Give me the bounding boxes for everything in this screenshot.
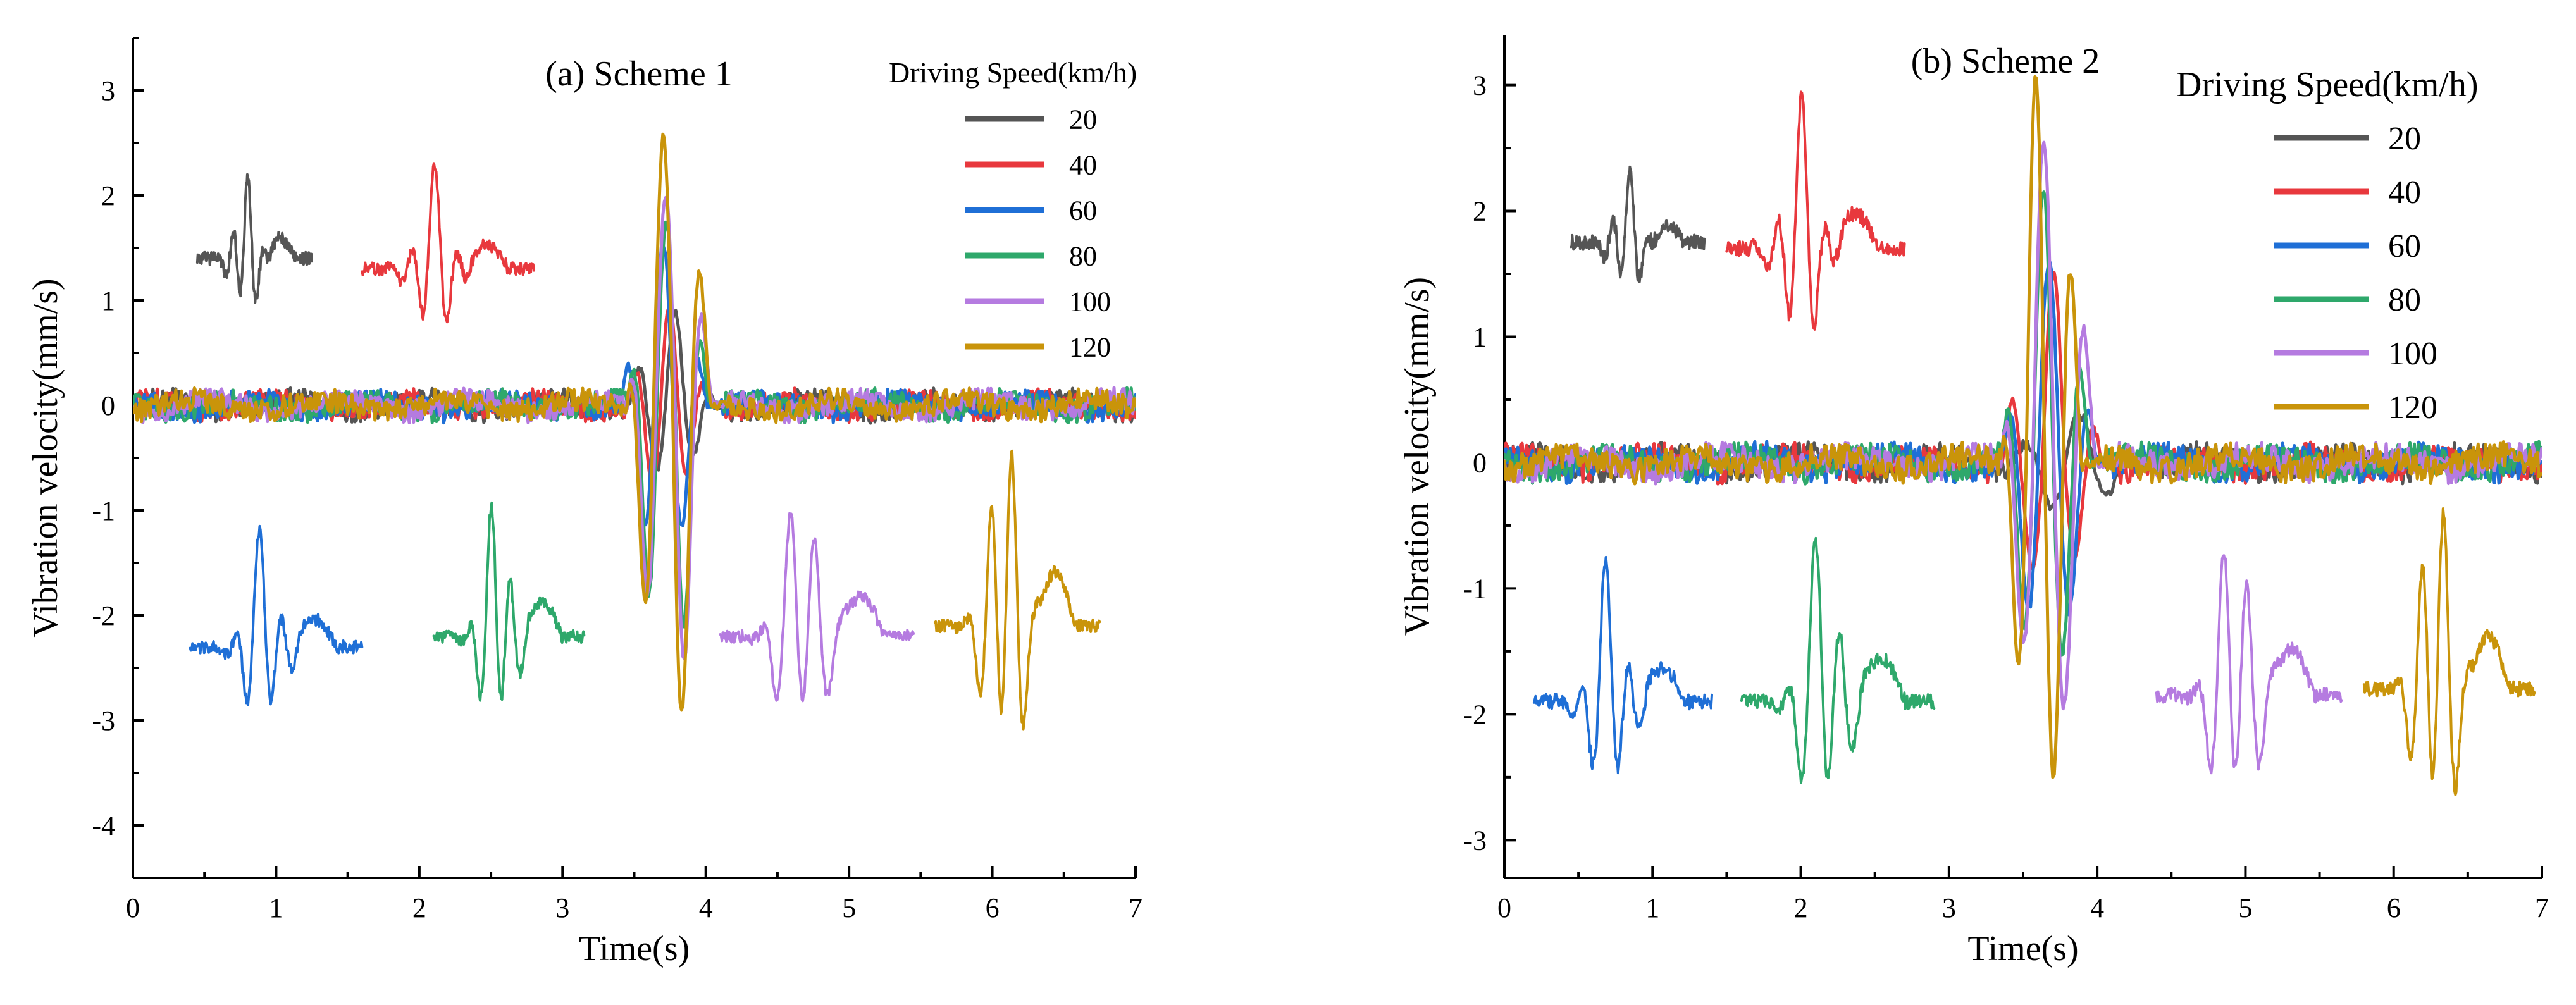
chart-panel-b: 0 1 2 3 4 5 6 7 -3 -2 -1 0 1 2 3 Time(s) Vibration veloc… — [1397, 35, 2549, 968]
y-tick-label: -2 — [1463, 699, 1487, 730]
legend-label-80: 80 — [2388, 282, 2421, 318]
x-axis-title: Time(s) — [579, 929, 690, 968]
inset-waveform-20 — [195, 173, 313, 304]
inset-waveform-120 — [934, 449, 1101, 731]
x-tick-label: 3 — [555, 892, 569, 923]
x-tick-label: 5 — [842, 892, 856, 923]
legend-label-20: 20 — [2388, 121, 2421, 157]
x-tick-label: 6 — [986, 892, 1000, 923]
x-tick-label: 4 — [699, 892, 713, 923]
x-tick-label: 0 — [1497, 892, 1511, 923]
inset-waveform-60 — [189, 524, 364, 706]
x-tick-label: 3 — [1942, 892, 1956, 923]
x-axis-title: Time(s) — [1967, 929, 2078, 968]
x-tick-label: 2 — [1794, 892, 1808, 923]
series-line-100 — [1504, 140, 2542, 711]
x-tick-label: 2 — [412, 892, 426, 923]
y-tick-label: -4 — [92, 810, 115, 841]
y-tick-label: 2 — [1473, 196, 1487, 227]
inset-waveform-120 — [2362, 507, 2536, 796]
y-tick-label: -3 — [92, 705, 115, 736]
x-tick-label: 1 — [1645, 892, 1659, 923]
chart-panel-a: 0 1 2 3 4 5 6 7 -4 -3 -2 -1 0 1 2 3 Time(s) Vibration vel… — [26, 37, 1142, 968]
y-tick-label: 0 — [1473, 447, 1487, 478]
y-tick-label: 0 — [101, 390, 115, 421]
legend-label-60: 60 — [2388, 228, 2421, 264]
x-tick-label: 6 — [2387, 892, 2401, 923]
x-tick-label: 4 — [2090, 892, 2104, 923]
legend-label-120: 120 — [1069, 331, 1111, 362]
inset-waveform-80 — [1740, 536, 1936, 784]
inset-waveform-40 — [361, 162, 535, 324]
x-tick-label: 0 — [126, 892, 140, 923]
inset-waveform-40 — [1725, 90, 1906, 331]
x-tick-label: 7 — [2535, 892, 2549, 923]
legend: Driving Speed(km/h) 20 40 60 80 100 120 — [889, 56, 1137, 362]
legend-label-80: 80 — [1069, 240, 1097, 271]
series-line-120 — [1504, 75, 2542, 779]
y-tick-label: 1 — [101, 285, 115, 316]
legend-label-60: 60 — [1069, 195, 1097, 226]
inset-waveform-60 — [1532, 555, 1713, 775]
legend-label-40: 40 — [2388, 175, 2421, 211]
x-tick-label: 1 — [269, 892, 283, 923]
y-axis-title: Vibration velocity(mm/s) — [1397, 277, 1437, 636]
x-tick-label: 7 — [1129, 892, 1142, 923]
inset-waveform-100 — [719, 512, 915, 703]
legend-title: Driving Speed(km/h) — [889, 56, 1137, 89]
y-tick-label: -2 — [92, 600, 115, 631]
panel-title: (a) Scheme 1 — [545, 54, 732, 94]
y-tick-label: -3 — [1463, 825, 1487, 856]
inset-waveform-100 — [2155, 554, 2343, 775]
y-tick-label: 3 — [1473, 70, 1487, 101]
legend-label-120: 120 — [2388, 390, 2437, 426]
series-line-120 — [133, 132, 1136, 712]
y-axis-title: Vibration velocity(mm/s) — [26, 278, 65, 637]
inset-waveform-20 — [1570, 165, 1706, 283]
legend-label-20: 20 — [1069, 104, 1097, 135]
legend-label-100: 100 — [2388, 336, 2437, 372]
y-tick-label: 2 — [101, 180, 115, 211]
inset-waveform-80 — [432, 501, 586, 702]
panel-title: (b) Scheme 2 — [1911, 42, 2100, 81]
y-tick-label: 1 — [1473, 321, 1487, 352]
y-tick-label: -1 — [92, 495, 115, 526]
legend: Driving Speed(km/h) 20 40 60 80 100 120 — [2176, 65, 2478, 426]
legend-title: Driving Speed(km/h) — [2176, 65, 2478, 104]
y-tick-label: 3 — [101, 75, 115, 106]
y-tick-label: -1 — [1463, 573, 1487, 604]
legend-label-100: 100 — [1069, 286, 1111, 317]
legend-label-40: 40 — [1069, 149, 1097, 180]
x-tick-label: 5 — [2238, 892, 2252, 923]
